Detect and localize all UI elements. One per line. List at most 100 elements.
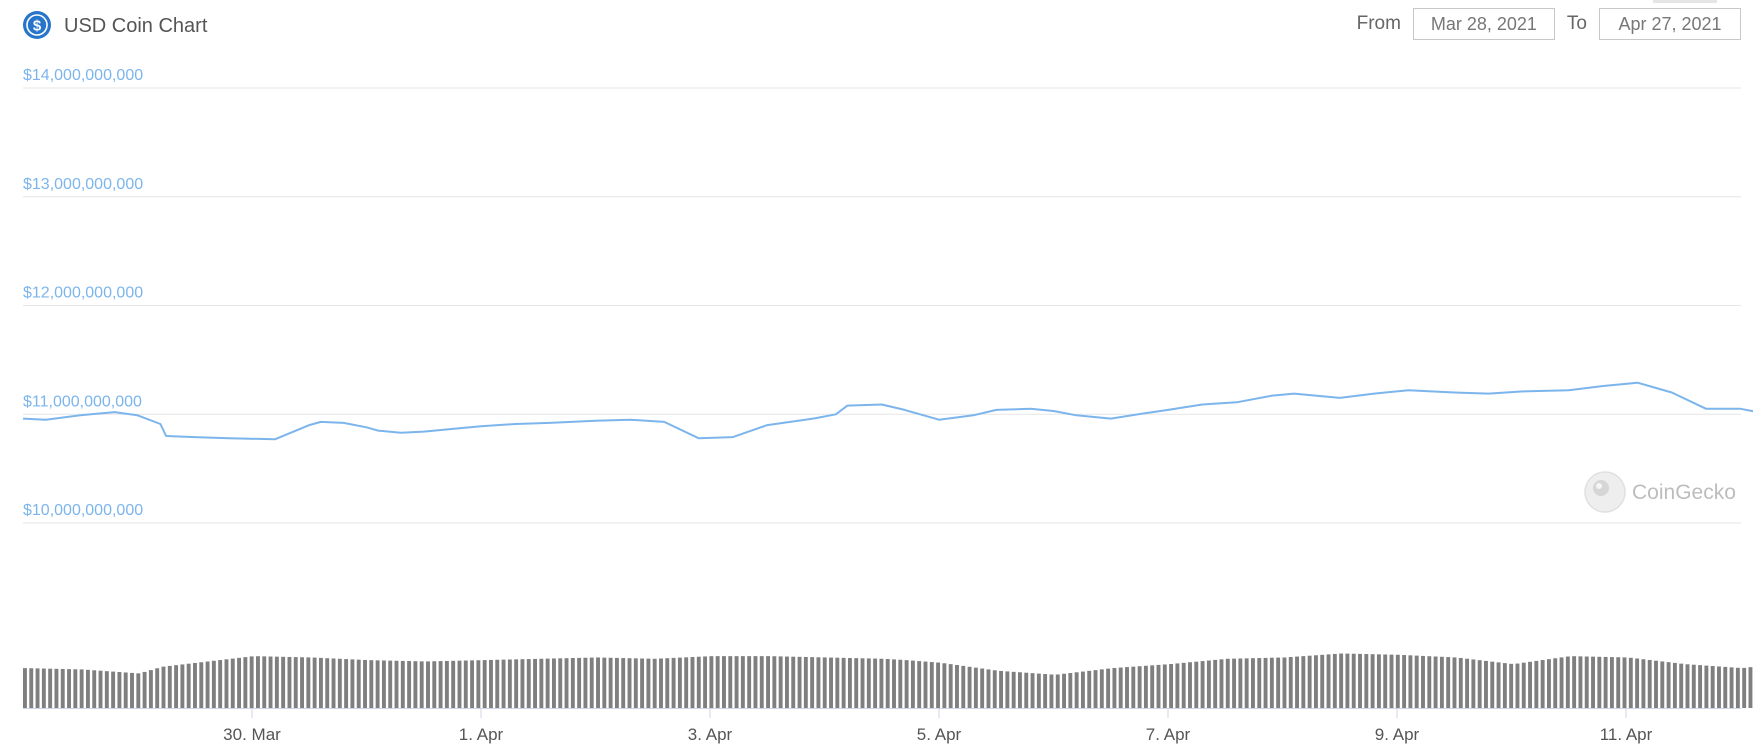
from-date-input[interactable]: Mar 28, 2021	[1412, 8, 1555, 40]
volume-bar	[1150, 665, 1155, 708]
volume-bar	[646, 658, 651, 708]
volume-bar	[1597, 656, 1602, 708]
volume-bar	[218, 660, 223, 708]
volume-bar	[1238, 658, 1243, 708]
volume-bar	[948, 664, 953, 708]
volume-bar	[1188, 662, 1192, 708]
volume-bar	[111, 671, 116, 708]
volume-bar	[659, 658, 663, 708]
to-date-input[interactable]: Apr 27, 2021	[1599, 8, 1741, 40]
volume-bar	[1471, 659, 1476, 708]
volume-bar	[1194, 661, 1199, 708]
volume-bar	[1540, 660, 1545, 708]
y-tick-label: $10,000,000,000	[23, 502, 143, 519]
volume-bar	[1534, 660, 1539, 708]
volume-bar	[854, 658, 859, 708]
volume-bar	[1055, 674, 1060, 708]
volume-bar	[942, 663, 947, 708]
volume-bar	[1679, 663, 1684, 708]
y-tick-label: $13,000,000,000	[23, 176, 143, 193]
volume-bar	[627, 658, 632, 708]
chart-title: USD Coin Chart	[64, 15, 208, 37]
volume-bar	[1244, 658, 1249, 708]
volume-bar	[1609, 657, 1614, 708]
volume-bar	[306, 657, 311, 708]
volume-bar	[1036, 673, 1041, 708]
volume-bar	[709, 656, 714, 708]
watermark-text: CoinGecko	[1632, 481, 1736, 504]
volume-bar	[1528, 661, 1532, 708]
volume-bar	[136, 673, 141, 708]
volume-bar	[1660, 661, 1665, 708]
volume-bar	[583, 657, 588, 708]
volume-bar	[929, 662, 934, 708]
tab-indicator	[1653, 0, 1717, 3]
volume-bar	[501, 659, 506, 708]
volume-bar	[980, 668, 985, 708]
volume-bar	[847, 658, 852, 708]
volume-bar	[665, 658, 670, 708]
volume-bar	[1484, 660, 1488, 708]
volume-bar	[331, 658, 336, 708]
volume-bar	[1641, 659, 1646, 708]
volume-bar	[992, 670, 997, 708]
volume-bar	[1376, 654, 1381, 708]
volume-bar	[274, 656, 279, 708]
volume-bar	[785, 656, 789, 708]
volume-bar	[841, 657, 846, 708]
volume-bar	[1509, 663, 1514, 708]
volume-bar	[293, 657, 298, 708]
volume-bar	[79, 669, 84, 708]
volume-bar	[407, 661, 412, 708]
y-axis-labels: $14,000,000,000 $13,000,000,000 $12,000,00…	[23, 67, 143, 519]
volume-bar	[684, 657, 689, 708]
volume-bar	[1521, 662, 1526, 708]
volume-bar	[734, 656, 739, 708]
volume-bar	[1125, 667, 1129, 708]
volume-bar	[54, 668, 59, 708]
volume-bar	[262, 656, 267, 708]
volume-bar	[489, 659, 493, 708]
volume-bar	[703, 656, 708, 708]
volume-bar	[589, 657, 594, 708]
volume-bar	[1704, 665, 1709, 708]
volume-bar	[1666, 662, 1671, 708]
volume-bar	[973, 667, 978, 708]
volume-bar	[797, 656, 802, 708]
volume-bar	[923, 661, 928, 708]
volume-bar	[533, 658, 537, 708]
volume-bar	[633, 658, 638, 708]
volume-bar	[457, 660, 462, 708]
volume-bar	[451, 660, 456, 708]
volume-bar	[130, 672, 134, 708]
volume-bar	[892, 659, 896, 708]
volume-bar	[1320, 654, 1325, 708]
volume-bar	[104, 671, 109, 708]
volume-bar	[193, 662, 197, 708]
volume-bar	[363, 659, 367, 708]
volume-bar	[463, 660, 468, 708]
volume-bar	[1169, 664, 1174, 708]
volume-bar	[1251, 658, 1255, 708]
volume-bar	[48, 668, 53, 708]
volume-bar	[161, 666, 166, 708]
volume-bar	[413, 661, 418, 708]
volume-bar	[1502, 663, 1507, 708]
volume-bar	[898, 659, 903, 708]
volume-bar	[1200, 661, 1205, 708]
volume-bar	[224, 659, 229, 708]
volume-bar	[1408, 655, 1413, 708]
usd-coin-logo-icon: $	[23, 11, 51, 39]
volume-bar	[1288, 657, 1293, 708]
volume-bar	[148, 670, 153, 709]
volume-bar	[1301, 656, 1306, 708]
volume-bar	[728, 656, 733, 708]
volume-bar	[60, 668, 65, 708]
volume-bar	[1685, 664, 1690, 708]
volume-bar	[545, 658, 550, 708]
volume-bar	[1364, 654, 1369, 708]
volume-bar	[350, 659, 355, 708]
volume-bar	[885, 659, 890, 708]
x-axis: 30. Mar 1. Apr 3. Apr 5. Apr 7. Apr 9. Apr 11.…	[23, 708, 1741, 744]
